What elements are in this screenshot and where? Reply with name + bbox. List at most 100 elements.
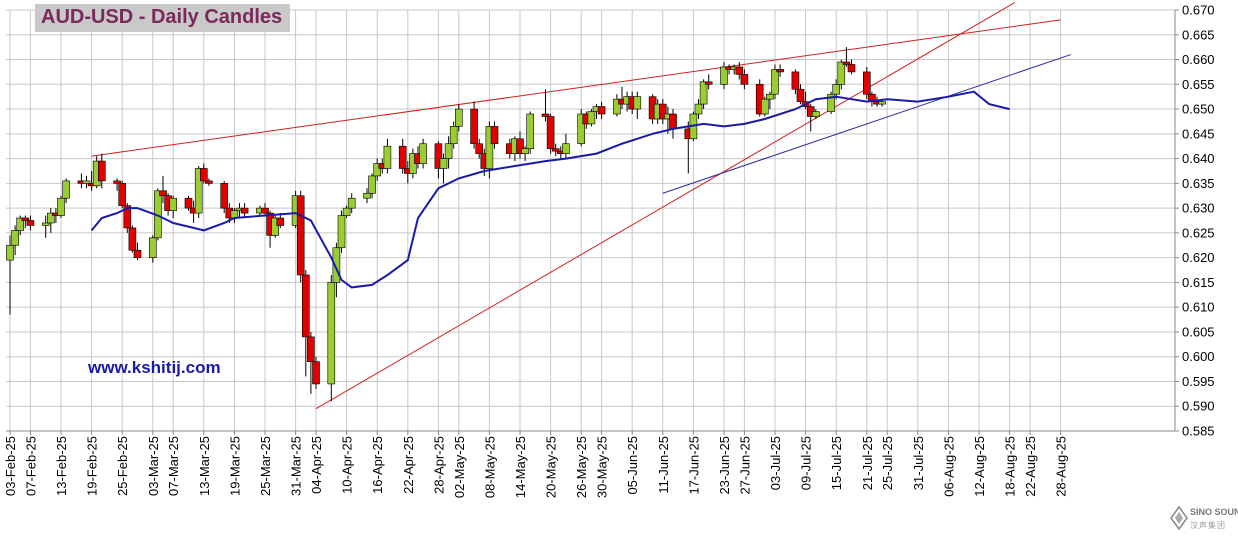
candle — [200, 163, 208, 184]
candle — [159, 175, 167, 204]
x-tick-label: 19-Feb-25 — [85, 436, 100, 496]
candle-body-down — [597, 106, 606, 115]
candle-body-up — [562, 143, 570, 154]
candle — [694, 99, 703, 119]
y-axis: 0.670 0.665 0.660 0.655 0.650 0.645 0.640 0.635… — [1175, 3, 1215, 439]
x-axis: 03-Feb-25 07-Feb-25 13-Feb-25 19-Feb-25 25-F… — [3, 431, 1069, 498]
x-tick-label: 28-Aug-25 — [1054, 436, 1069, 497]
candle — [41, 215, 50, 238]
candle-body-down — [21, 217, 30, 221]
candle — [776, 64, 784, 77]
candle-body-up — [521, 148, 529, 154]
candle — [373, 158, 382, 181]
chart-title: AUD-USD - Daily Candles — [41, 6, 283, 28]
candle — [347, 193, 356, 214]
candle-body-down — [862, 71, 871, 95]
candle-body-up — [363, 192, 371, 199]
candle-body-up — [46, 212, 55, 224]
candle-body-up — [633, 96, 642, 110]
candle-body-up — [271, 217, 280, 236]
candle — [419, 138, 427, 169]
candle — [796, 84, 805, 105]
candle — [368, 173, 376, 199]
candle-body-up — [82, 180, 91, 184]
candle — [16, 215, 25, 236]
candle — [490, 121, 499, 149]
x-tick-label: 09-Jul-25 — [799, 436, 814, 490]
candle-body-up — [526, 113, 535, 149]
x-tick-label: 31-Jul-25 — [911, 436, 926, 490]
candle — [439, 153, 448, 184]
y-tick-label: 0.645 — [1182, 126, 1215, 141]
candle-body-up — [720, 66, 728, 85]
y-tick-label: 0.610 — [1182, 300, 1215, 315]
x-tick-label: 07-Feb-25 — [23, 436, 38, 496]
candle — [577, 109, 586, 147]
candle-body-down — [541, 113, 550, 117]
candle-body-down — [470, 108, 478, 145]
trendline-red — [91, 19, 1061, 157]
candle-body-up — [454, 108, 463, 127]
candle — [735, 62, 744, 80]
x-tick-label: 14-May-25 — [513, 436, 528, 498]
candle — [806, 104, 815, 132]
candle — [434, 141, 443, 179]
y-tick-label: 0.670 — [1182, 3, 1215, 18]
candle-body-down — [301, 274, 310, 338]
chart-title-box: AUD-USD - Daily Candles — [35, 4, 291, 32]
moving-average-line — [90, 90, 1010, 289]
candle — [26, 215, 35, 231]
y-tick-label: 0.650 — [1182, 102, 1215, 117]
candle-body-up — [587, 111, 596, 125]
candle-body-down — [434, 143, 443, 169]
y-tick-label: 0.615 — [1182, 275, 1215, 290]
candle — [363, 188, 371, 204]
x-tick-label: 07-Mar-25 — [166, 436, 181, 496]
candle-body-down — [669, 113, 677, 130]
diamond-logo-icon — [1170, 506, 1188, 530]
candle-body-down — [205, 180, 213, 184]
candle — [113, 178, 121, 191]
candle-body-up — [439, 158, 448, 169]
x-tick-label: 03-Mar-25 — [146, 436, 161, 496]
candle-body-up — [347, 197, 356, 209]
candle — [261, 203, 269, 216]
y-tick-label: 0.625 — [1182, 225, 1215, 240]
x-tick-label: 10-Apr-25 — [340, 436, 355, 494]
y-tick-label: 0.655 — [1182, 77, 1215, 92]
candle — [587, 109, 596, 127]
candle — [301, 270, 310, 377]
candle — [597, 101, 606, 119]
candle-body-up — [577, 113, 586, 145]
x-tick-label: 15-Jul-25 — [829, 436, 844, 490]
x-tick-label: 12-Aug-25 — [972, 436, 987, 497]
candle-body-up — [419, 143, 427, 164]
y-tick-label: 0.635 — [1182, 176, 1215, 191]
x-tick-label: 27-Jun-25 — [737, 436, 752, 495]
candle — [658, 99, 667, 124]
candle-body-up — [694, 103, 703, 115]
x-tick-label: 08-May-25 — [482, 436, 497, 498]
candle-body-up — [771, 69, 779, 95]
website-watermark: www.kshitij.com — [88, 358, 221, 377]
candle — [551, 143, 560, 157]
x-tick-label: 22-Aug-25 — [1023, 436, 1038, 497]
candle-body-up — [337, 215, 346, 249]
x-tick-label: 05-Jun-25 — [625, 436, 640, 495]
candle — [699, 79, 708, 110]
candle-body-down — [159, 190, 167, 197]
candle-body-up — [837, 61, 846, 85]
candle-body-up — [149, 237, 157, 258]
candle-body-up — [383, 145, 392, 169]
candle-body-down — [776, 69, 784, 73]
candle — [541, 89, 550, 122]
x-tick-label: 22-Apr-25 — [401, 436, 416, 494]
candle — [133, 242, 142, 261]
candle-body-down — [735, 66, 744, 75]
candle — [383, 138, 392, 174]
candle-body-up — [169, 197, 177, 211]
candle — [307, 331, 315, 394]
candle — [398, 138, 407, 174]
candle — [184, 195, 193, 211]
candle-body-up — [368, 175, 376, 194]
